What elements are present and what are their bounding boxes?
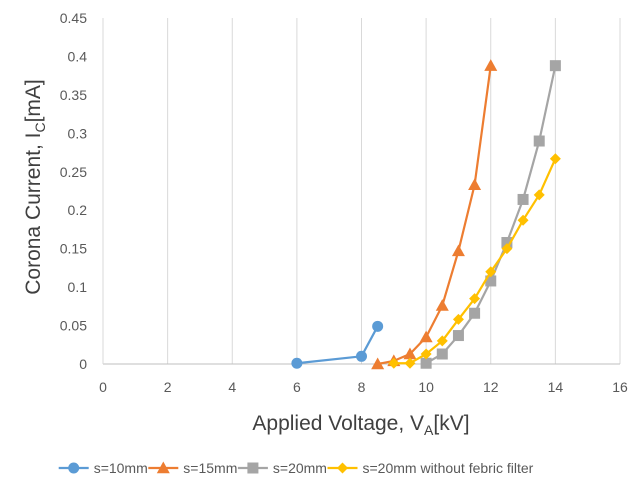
legend-label: s=10mm <box>94 460 148 476</box>
data-point <box>451 244 465 257</box>
x-axis-title: Applied Voltage, VA[kV] <box>252 412 469 438</box>
series-group <box>420 60 561 369</box>
data-point <box>388 357 400 369</box>
series-group <box>291 320 384 369</box>
data-point <box>517 214 529 226</box>
data-point <box>468 178 482 191</box>
y-tick-label: 0.4 <box>68 48 88 64</box>
legend-label: s=15mm <box>183 460 237 476</box>
x-tick-label: 10 <box>418 379 434 395</box>
data-point <box>356 350 367 362</box>
data-point <box>403 347 417 360</box>
axes <box>102 18 620 365</box>
data-point <box>436 348 448 360</box>
y-tick-label: 0.1 <box>68 279 88 295</box>
data-point <box>452 330 464 342</box>
x-tick-label: 2 <box>164 379 172 395</box>
data-point <box>485 266 497 278</box>
data-point <box>420 348 432 360</box>
y-tick-label: 0.15 <box>60 241 87 257</box>
x-tick-label: 12 <box>483 379 499 395</box>
gridlines <box>167 18 621 364</box>
data-point <box>404 357 416 369</box>
legend-label: s=20mm without febric filter <box>363 460 534 476</box>
data-point <box>533 189 545 201</box>
data-point <box>533 135 545 147</box>
data-point <box>435 299 449 311</box>
data-point <box>485 275 497 287</box>
x-tick-label: 14 <box>548 379 564 395</box>
y-tick-label: 0.35 <box>60 87 87 103</box>
y-tick-label: 0 <box>79 356 87 372</box>
legend-item: s=10mm <box>58 460 148 476</box>
data-point <box>452 313 464 325</box>
y-tick-label: 0.2 <box>68 202 88 218</box>
y-tick-label: 0.3 <box>68 125 88 141</box>
y-tick-label: 0.45 <box>60 10 87 26</box>
legend: s=10mm s=15mm s=20mm s=20mm without febric … <box>58 460 534 476</box>
data-point <box>420 357 432 369</box>
y-tick-labels: 0 0.05 0.1 0.15 0.2 0.25 0.3 0.35 0.4 0.45 <box>60 10 87 372</box>
data-point <box>247 462 259 474</box>
data-point <box>549 153 561 165</box>
data-point <box>337 462 348 474</box>
data-point <box>419 330 433 343</box>
x-tick-label: 16 <box>612 379 628 395</box>
data-point <box>501 237 513 249</box>
data-point <box>469 293 481 305</box>
y-tick-label: 0.05 <box>60 318 87 334</box>
data-point <box>501 243 513 255</box>
x-tick-label: 8 <box>358 379 366 395</box>
y-tick-label: 0.25 <box>60 164 87 180</box>
data-point <box>156 461 170 474</box>
data-series <box>291 59 561 370</box>
data-point <box>484 59 498 71</box>
data-point <box>549 60 561 72</box>
legend-label: s=20mm <box>273 460 327 476</box>
data-point <box>291 357 303 369</box>
x-tick-label: 0 <box>99 379 107 395</box>
legend-item: s=15mm <box>148 460 237 476</box>
legend-item: s=20mm without febric filter <box>327 460 534 476</box>
data-point <box>517 193 529 205</box>
y-axis-title: Corona Current, IC[mA] <box>22 79 48 295</box>
x-tick-labels: 0 2 4 6 8 10 12 14 16 <box>99 379 628 395</box>
x-tick-label: 4 <box>228 379 236 395</box>
x-tick-label: 6 <box>293 379 301 395</box>
data-point <box>68 462 80 474</box>
data-point <box>436 335 448 347</box>
series-group <box>388 153 561 369</box>
legend-item: s=20mm <box>237 460 327 476</box>
data-point <box>372 320 384 332</box>
data-point <box>371 357 385 370</box>
data-point <box>469 307 481 319</box>
